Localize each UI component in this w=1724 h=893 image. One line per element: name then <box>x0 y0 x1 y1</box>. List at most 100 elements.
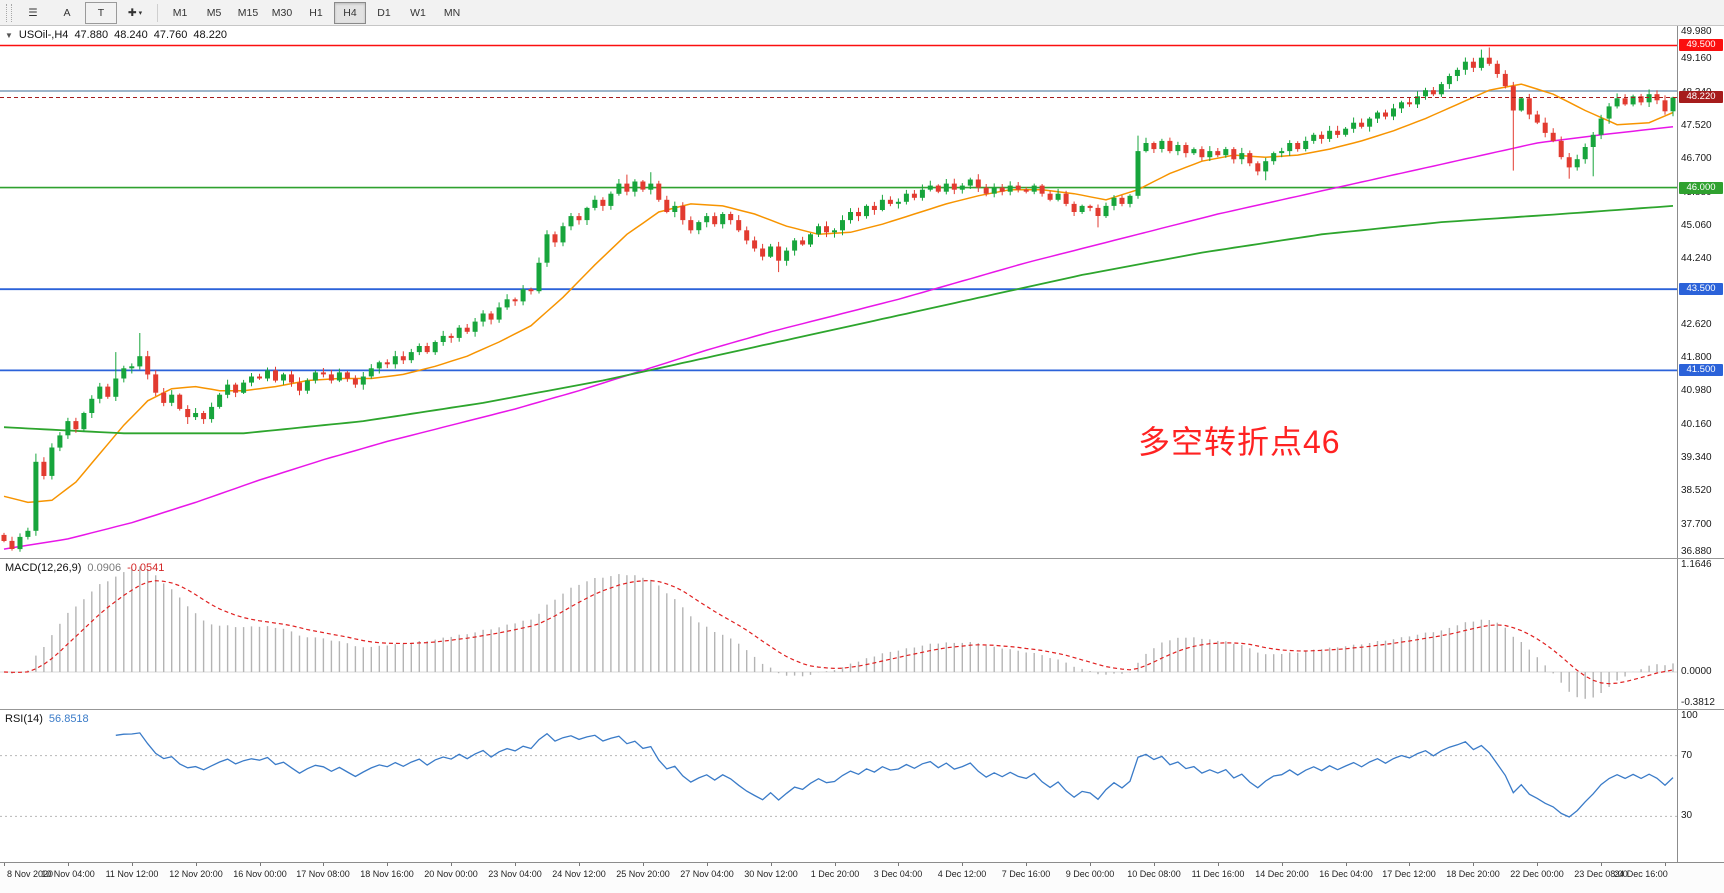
timeframe-button-h4[interactable]: H4 <box>334 1 366 24</box>
candle-body <box>1486 57 1492 64</box>
candle-body <box>688 220 694 231</box>
candle-body <box>1399 102 1404 109</box>
timeframe-button-h1[interactable]: H1 <box>309 6 323 19</box>
time-axis-tick <box>1473 863 1474 866</box>
candle-body <box>903 193 909 202</box>
candle-body <box>424 346 430 353</box>
timeframe-button-d1[interactable]: D1 <box>377 6 391 19</box>
candle-body <box>265 370 270 379</box>
candle-body <box>1103 205 1109 217</box>
candle-body <box>1375 112 1380 119</box>
candle-body <box>840 220 845 231</box>
timeframe-button-w1[interactable]: W1 <box>410 6 426 19</box>
candle-body <box>895 201 901 204</box>
candle-body <box>704 216 710 223</box>
candle-body <box>1263 161 1269 172</box>
candle-body <box>991 187 997 194</box>
candle-body <box>9 540 15 549</box>
candle-body <box>312 372 318 381</box>
rsi-plot[interactable] <box>0 710 1677 862</box>
toolbar-grip[interactable] <box>6 3 12 22</box>
price-chart-pane[interactable]: 49.98049.16048.34047.52046.70045.88045.0… <box>0 26 1724 558</box>
ma-fast-orange <box>3 83 1674 504</box>
rsi-axis-label: 70 <box>1681 749 1693 761</box>
candle-body <box>49 447 55 476</box>
time-axis[interactable]: 8 Nov 2020 10 Nov 04:00 11 Nov 12:00 12 Nov… <box>0 862 1724 893</box>
macd-pane[interactable]: 1.1646 0.0000 -0.3812 MACD(12,26,9) 0.0906… <box>0 558 1724 709</box>
rsi-line <box>115 732 1674 818</box>
toolbar-separator <box>157 3 158 22</box>
timeframe-button-m1[interactable]: M1 <box>172 6 188 19</box>
time-axis-label: 10 Dec 08:00 <box>1127 869 1181 879</box>
price-line-label: 43.500 <box>1679 283 1723 295</box>
cursor-tool-button[interactable]: ✚ ▾ <box>127 6 143 19</box>
candle-body <box>480 313 486 322</box>
high-value: 48.240 <box>114 29 148 41</box>
candle-body <box>760 248 766 257</box>
time-axis-tick <box>515 863 516 866</box>
charts-menu-button[interactable]: ☰ <box>28 6 38 19</box>
timeframe-button-m5[interactable]: M5 <box>206 6 222 19</box>
time-axis-label: 18 Nov 16:00 <box>360 869 414 879</box>
candle-body <box>640 181 646 190</box>
label-tool-button[interactable]: A <box>63 6 71 19</box>
price-plot[interactable] <box>0 26 1677 558</box>
candle-body <box>520 289 526 302</box>
macd-axis-label: 1.1646 <box>1681 559 1712 570</box>
candle-body <box>624 183 630 192</box>
candle-body <box>608 193 614 206</box>
timeframe-toolbar: M1 M5 M15 M30 H1 H4 D1 W1 MN <box>163 1 469 24</box>
timeframe-button-mn[interactable]: MN <box>443 6 461 19</box>
candle-body <box>145 356 151 375</box>
macd-plot[interactable] <box>0 559 1677 709</box>
price-axis[interactable]: 49.98049.16048.34047.52046.70045.88045.0… <box>1677 26 1724 558</box>
candle-body <box>656 183 662 200</box>
candle-body <box>225 384 231 395</box>
price-axis-label: 40.160 <box>1681 418 1712 430</box>
macd-axis-label: -0.3812 <box>1681 697 1715 708</box>
candle-body <box>121 368 127 379</box>
candle-body <box>512 299 518 302</box>
candle-body <box>1582 147 1588 160</box>
candle-body <box>951 183 957 190</box>
time-axis-tick <box>1601 863 1602 866</box>
candle-body <box>1407 102 1412 105</box>
candle-body <box>712 216 718 225</box>
candle-body <box>328 374 334 381</box>
candle-body <box>1007 185 1013 192</box>
candle-body <box>504 299 510 308</box>
time-axis-tick <box>962 863 963 866</box>
macd-axis[interactable]: 1.1646 0.0000 -0.3812 <box>1677 559 1724 709</box>
candle-body <box>1175 145 1181 152</box>
price-axis-label: 42.620 <box>1681 318 1712 330</box>
candle-body <box>616 183 622 194</box>
candle-body <box>720 214 726 225</box>
candle-body <box>1135 151 1141 196</box>
candle-body <box>193 413 199 418</box>
rsi-pane[interactable]: 100 70 30 RSI(14) 56.8518 <box>0 709 1724 862</box>
candle-body <box>105 386 111 397</box>
candle-body <box>376 362 382 369</box>
candle-body <box>185 409 191 418</box>
candle-body <box>736 220 742 231</box>
candle-body <box>1606 106 1612 119</box>
candle-body <box>384 362 390 365</box>
timeframe-button-m30[interactable]: M30 <box>271 6 293 19</box>
price-axis-label: 36.880 <box>1681 546 1712 557</box>
rsi-axis[interactable]: 100 70 30 <box>1677 710 1724 862</box>
candle-body <box>1239 153 1245 160</box>
price-line-label: 49.500 <box>1679 39 1723 51</box>
time-axis-label: 3 Dec 04:00 <box>873 869 923 879</box>
candle-body <box>1438 84 1444 95</box>
collapse-icon[interactable]: ▼ <box>5 31 13 40</box>
time-axis-tick <box>260 863 261 866</box>
time-axis-label: 20 Nov 00:00 <box>424 869 478 879</box>
candle-body <box>560 226 566 243</box>
time-axis-label: 30 Nov 12:00 <box>744 869 798 879</box>
text-tool-button[interactable]: T <box>85 1 117 24</box>
time-axis-label: 10 Nov 04:00 <box>41 869 95 879</box>
candle-body <box>81 413 87 430</box>
time-axis-tick <box>132 863 133 866</box>
timeframe-button-m15[interactable]: M15 <box>237 6 259 19</box>
candle-body <box>1391 108 1396 117</box>
